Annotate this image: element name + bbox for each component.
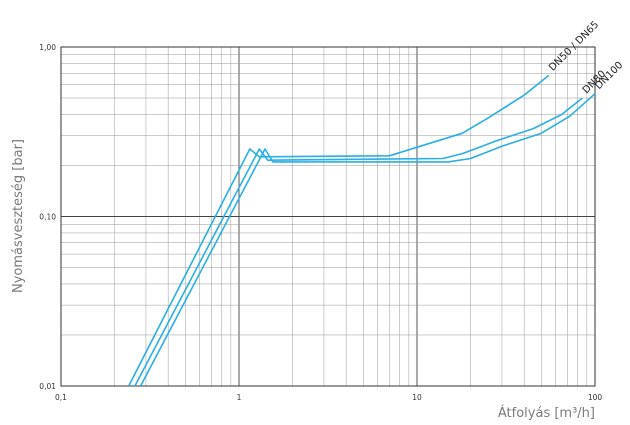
series-curves: [127, 74, 596, 387]
series-line-dn100: [139, 93, 596, 387]
grid: [60, 47, 595, 387]
x-axis-title: Átfolyás [m³/h]: [498, 405, 595, 421]
x-tick-label: 10: [412, 393, 422, 402]
y-tick-label: 0,01: [39, 382, 56, 391]
x-tick-label: 1: [237, 393, 242, 402]
y-axis-title: Nyomásveszteség [bar]: [11, 139, 26, 293]
y-tick-label: 0,10: [39, 213, 56, 222]
series-line-dn50-dn65: [127, 74, 550, 387]
x-tick-label: 0,1: [55, 393, 67, 402]
tick-labels: 0,1 1 10 100 0,01 0,10 1,00: [39, 43, 602, 402]
x-tick-label: 100: [588, 393, 603, 402]
y-tick-label: 1,00: [39, 43, 56, 52]
series-line-dn80: [134, 97, 583, 387]
series-label-dn50-dn65: DN50 / DN65: [547, 19, 601, 73]
plot-frame: [60, 46, 596, 387]
